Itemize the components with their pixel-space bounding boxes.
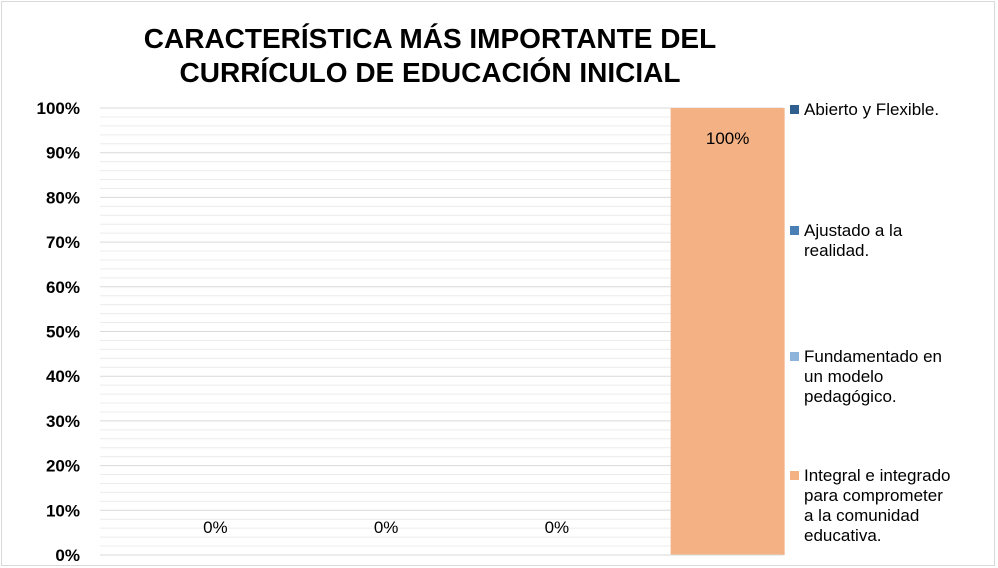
bar (670, 108, 785, 555)
legend-label: Fundamentado en un modelo pedagógico. (804, 347, 942, 406)
legend-swatch (790, 226, 799, 235)
legend-label: Abierto y Flexible. (804, 100, 940, 119)
legend-swatch (790, 471, 799, 480)
y-tick-label: 30% (46, 412, 80, 431)
chart-legend: Abierto y Flexible. Ajustado a la realid… (790, 98, 995, 568)
y-tick-label: 20% (46, 457, 80, 476)
chart-title-line-2: CURRÍCULO DE EDUCACIÓN INICIAL (179, 57, 681, 88)
legend-label: Ajustado a la realidad. (804, 221, 903, 260)
y-tick-label: 60% (46, 278, 80, 297)
data-label: 0% (203, 518, 228, 537)
y-tick-label: 10% (46, 501, 80, 520)
y-tick-label: 80% (46, 188, 80, 207)
legend-swatch (790, 105, 799, 114)
chart-title-line-1: CARACTERÍSTICA MÁS IMPORTANTE DEL (143, 23, 717, 54)
legend-label: Integral e integrado para comprometer a … (804, 466, 951, 545)
y-tick-label: 0% (55, 546, 80, 565)
data-label: 0% (545, 518, 570, 537)
y-tick-label: 100% (37, 99, 80, 118)
y-tick-label: 40% (46, 367, 80, 386)
data-label: 0% (374, 518, 399, 537)
y-tick-label: 70% (46, 233, 80, 252)
data-label: 100% (706, 129, 749, 148)
y-tick-label: 50% (46, 323, 80, 342)
legend-swatch (790, 352, 799, 361)
y-tick-label: 90% (46, 144, 80, 163)
chart-title: CARACTERÍSTICA MÁS IMPORTANTE DEL CURRÍC… (130, 22, 730, 90)
